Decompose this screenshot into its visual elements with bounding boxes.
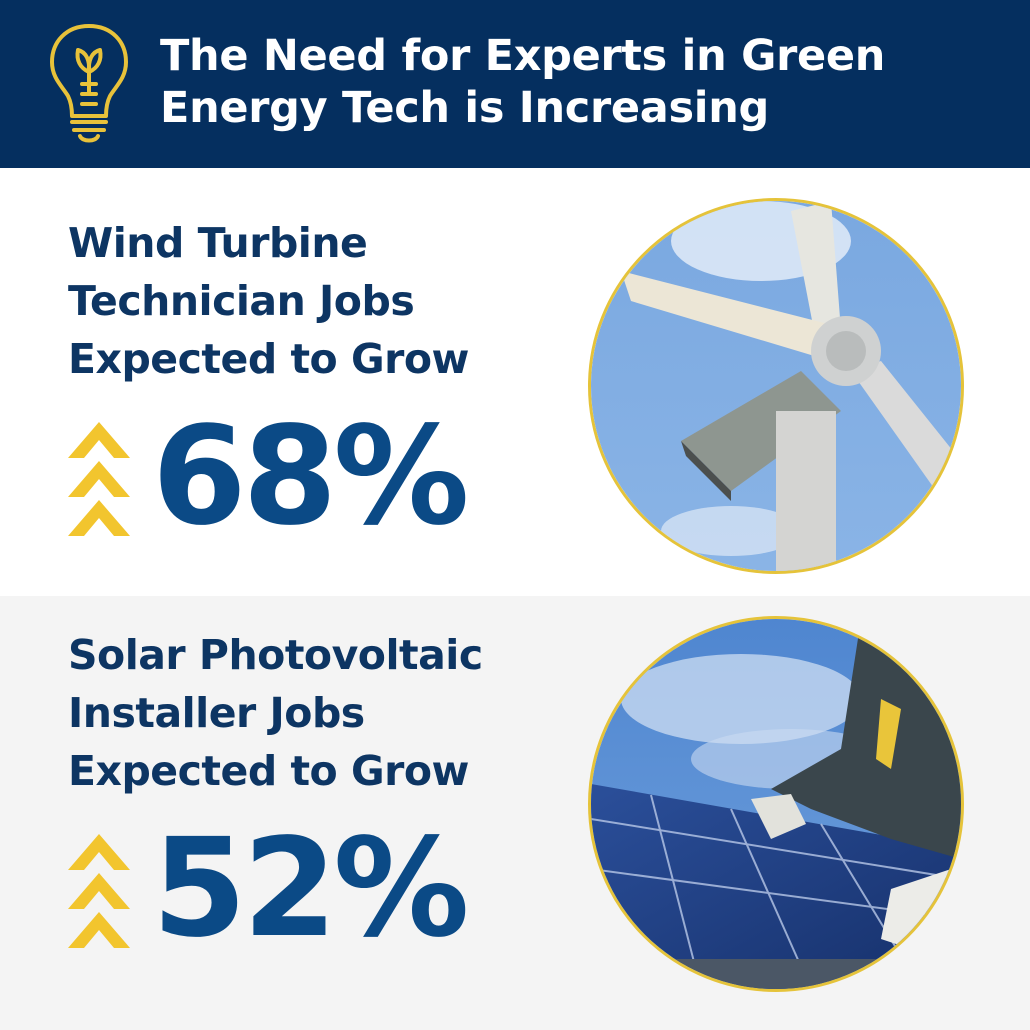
solar-pv-section: Solar Photovoltaic Installer Jobs Expect… <box>0 596 1030 1030</box>
header-banner: The Need for Experts in Green Energy Tec… <box>0 0 1030 168</box>
triple-chevron-up-icon <box>68 834 130 948</box>
solar-panel-installer-photo <box>588 616 964 992</box>
page-title: The Need for Experts in Green Energy Tec… <box>160 31 886 133</box>
solar-pv-heading: Solar Photovoltaic Installer Jobs Expect… <box>68 631 483 795</box>
wind-turbine-photo <box>588 198 964 574</box>
wind-growth-percent: 68% <box>152 398 470 556</box>
wind-turbine-section: Wind Turbine Technician Jobs Expected to… <box>0 168 1030 596</box>
solar-growth-percent: 52% <box>152 810 470 968</box>
lightbulb-leaf-icon <box>50 24 128 143</box>
wind-turbine-heading: Wind Turbine Technician Jobs Expected to… <box>68 219 469 383</box>
triple-chevron-up-icon <box>68 422 130 536</box>
